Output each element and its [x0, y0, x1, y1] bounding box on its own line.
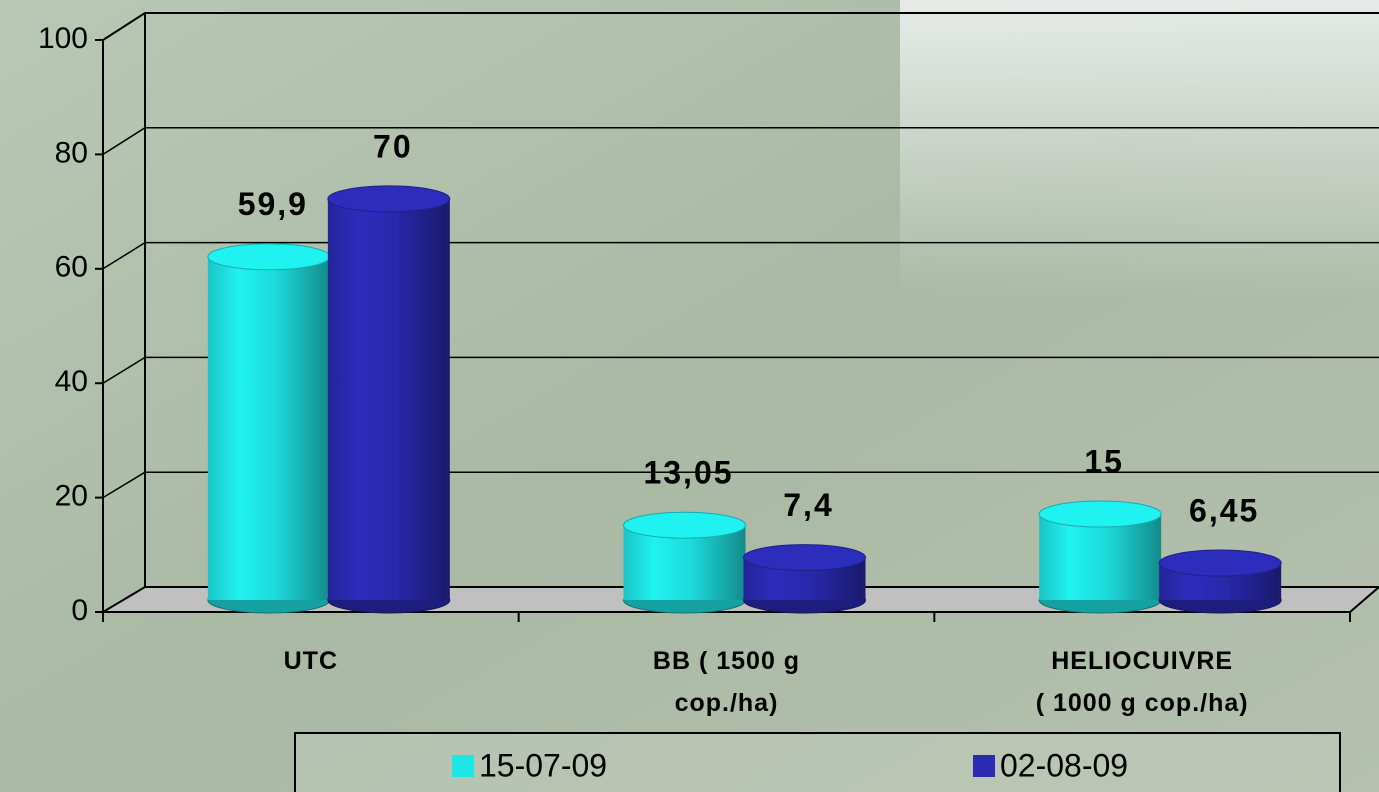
- legend-label: 15-07-09: [479, 747, 607, 783]
- value-label: 7,4: [783, 487, 833, 523]
- legend-label: 02-08-09: [1000, 747, 1128, 783]
- bar-top: [327, 185, 451, 213]
- y-tick-label: 0: [71, 594, 88, 627]
- bar-top: [743, 544, 866, 572]
- value-label: 13,05: [643, 455, 733, 491]
- grid-line-side: [102, 471, 146, 499]
- grid-line-side: [102, 356, 146, 384]
- y-tick-label: 60: [55, 251, 88, 284]
- y-tick-label: 100: [38, 22, 88, 55]
- bar-top: [207, 243, 331, 271]
- y-tick-label: 40: [55, 365, 88, 398]
- legend-swatch: [973, 755, 995, 777]
- x-tick-label: BB ( 1500 g cop./ha): [652, 647, 801, 717]
- legend-swatch: [452, 755, 474, 777]
- x-tick-label: HELIOCUIVRE ( 1000 g cop./ha): [1035, 647, 1249, 717]
- bar: [327, 185, 451, 614]
- y-tick-label: 80: [55, 136, 88, 169]
- value-label: 70: [373, 128, 413, 164]
- bar: [623, 511, 746, 614]
- y-tick-label: 20: [55, 480, 88, 513]
- value-label: 59,9: [238, 186, 308, 222]
- bar: [207, 243, 331, 614]
- grid-line-side: [102, 12, 146, 41]
- bar-top: [1158, 549, 1282, 577]
- value-label: 15: [1084, 444, 1124, 480]
- bar-body: [1039, 514, 1162, 600]
- grid-line-side: [102, 127, 146, 156]
- bar-body: [327, 198, 450, 600]
- bar-top: [623, 511, 746, 539]
- legend-box: [294, 732, 1341, 792]
- x-tick-label: UTC: [283, 647, 339, 675]
- value-label: 6,45: [1189, 492, 1259, 528]
- bar: [743, 544, 866, 614]
- background-sky: [900, 0, 1379, 300]
- grid-line-side: [102, 241, 146, 270]
- bar-top: [1038, 500, 1162, 528]
- bar-body: [207, 256, 330, 600]
- bar: [1038, 500, 1162, 614]
- bar: [1158, 549, 1282, 614]
